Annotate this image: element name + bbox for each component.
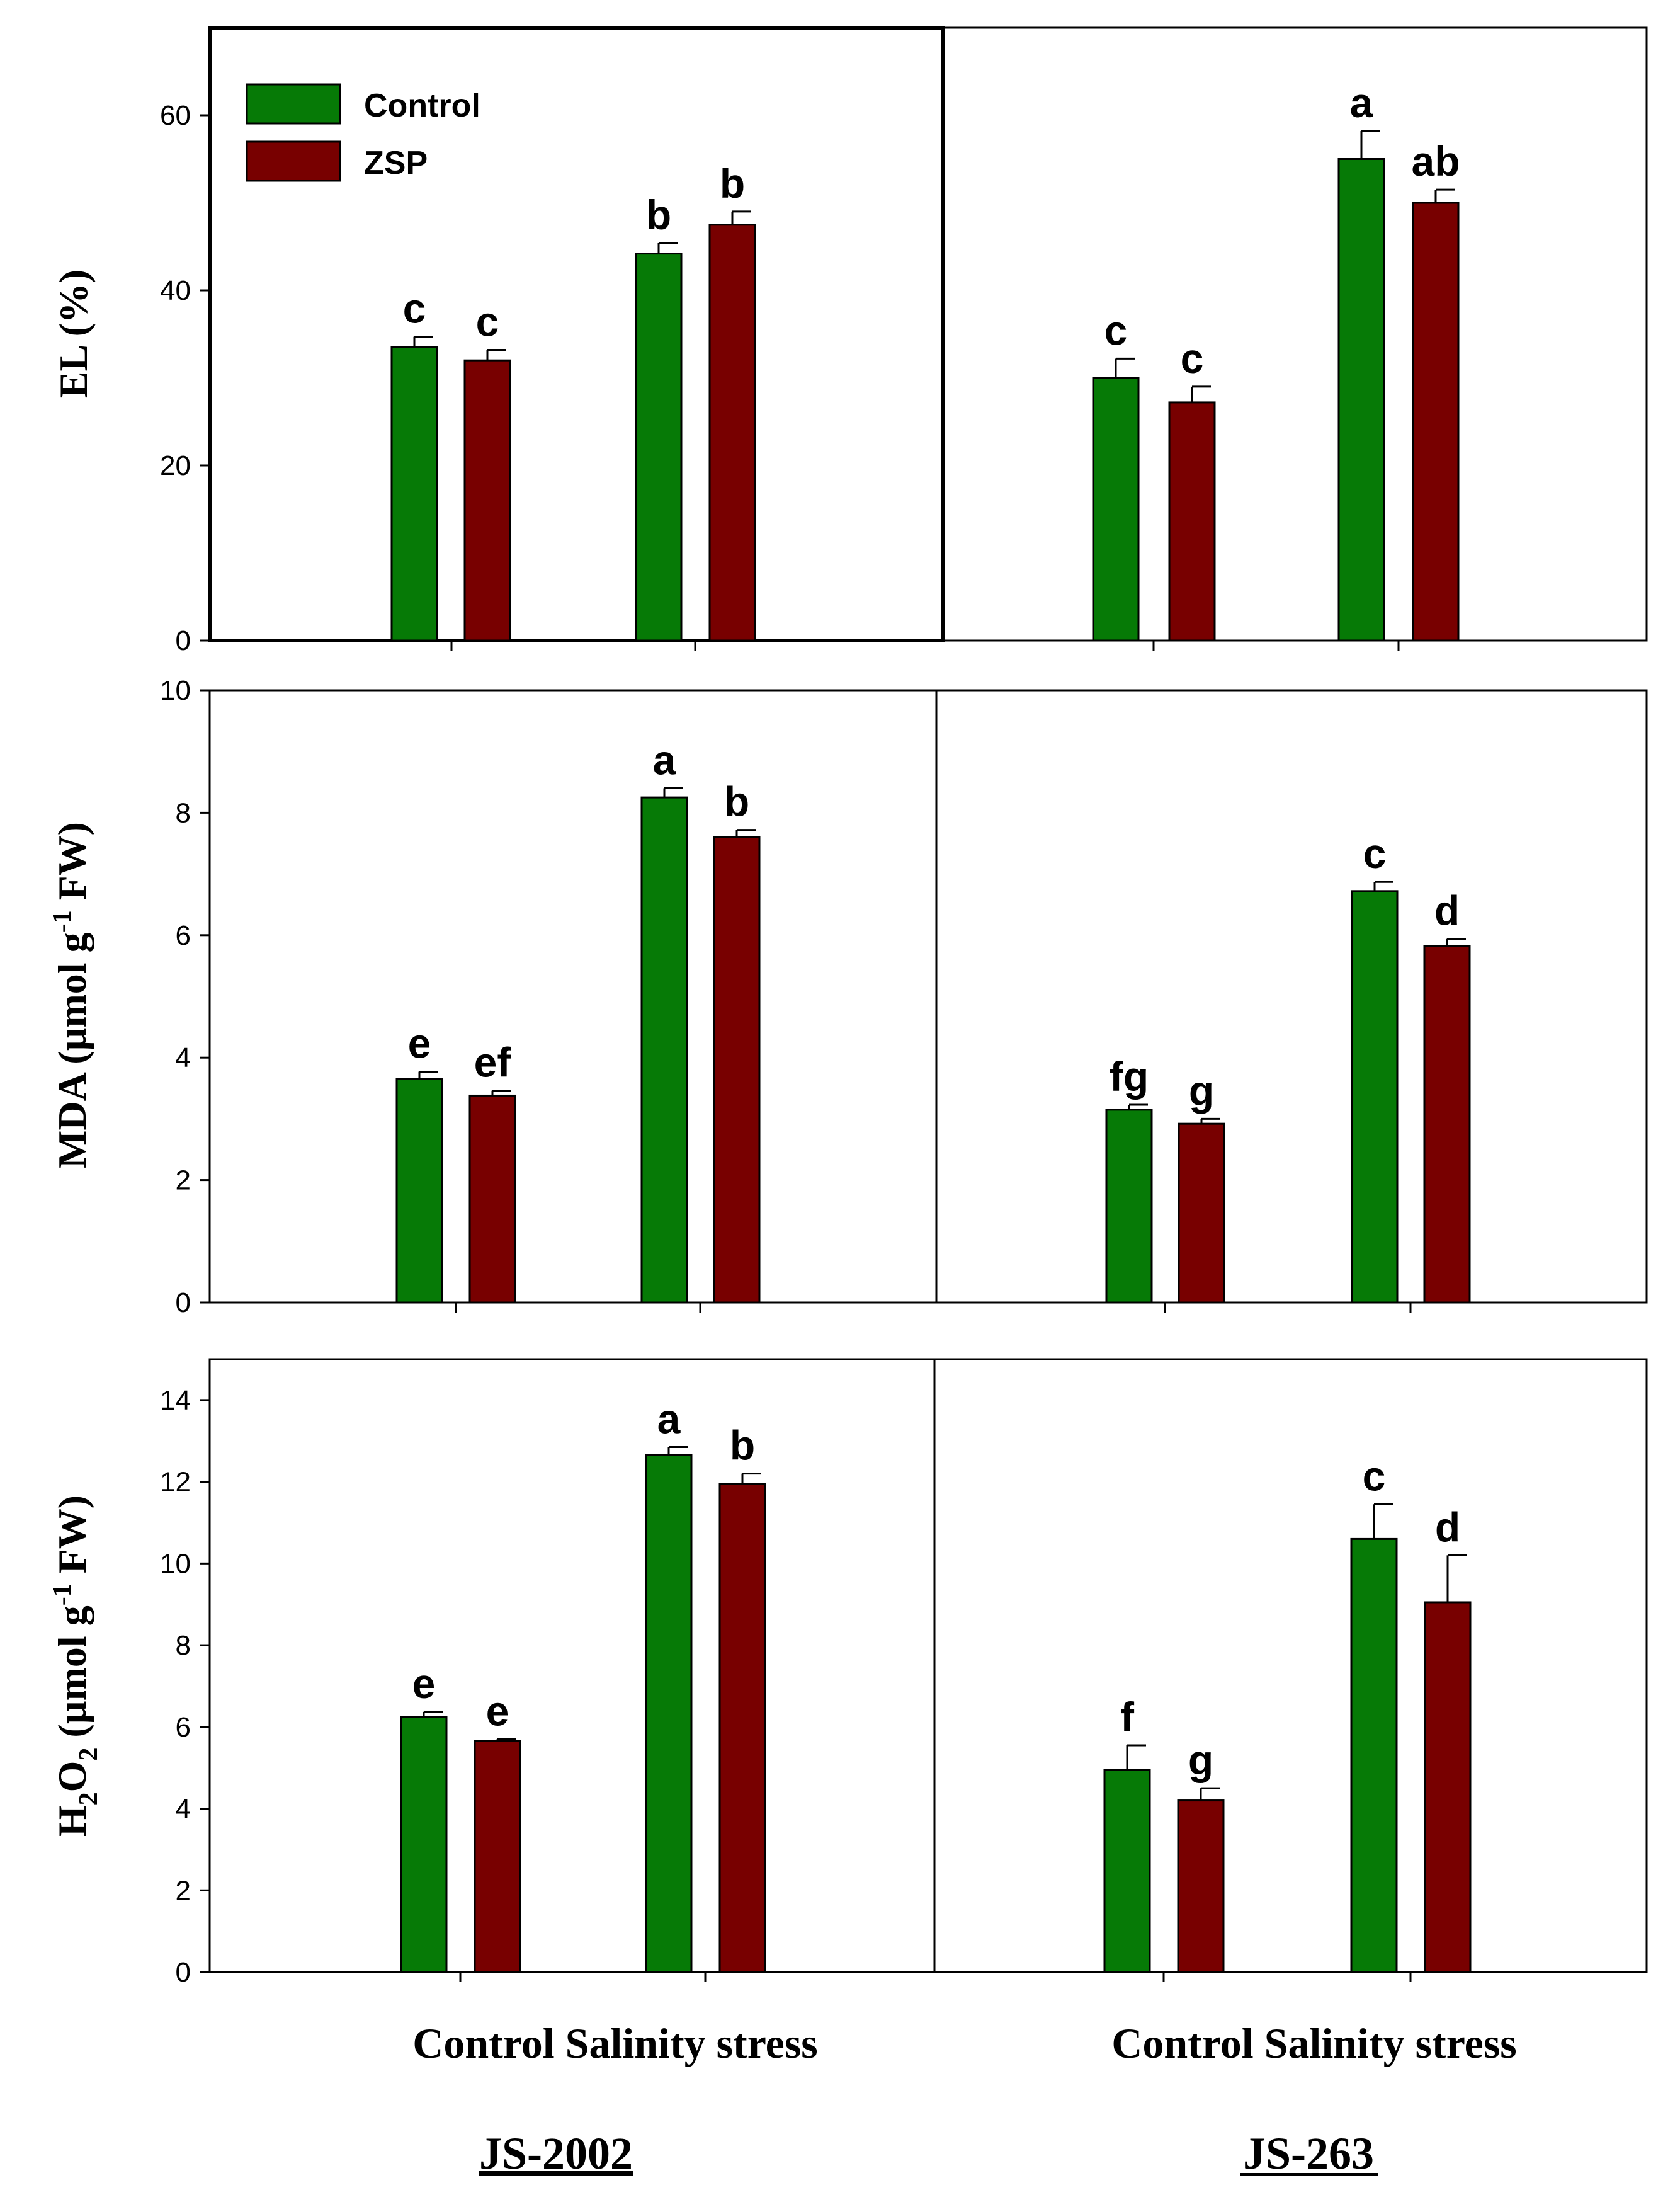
h2o2-ytick-label: 0 xyxy=(176,1957,191,1988)
mda-ylabel-text: MDA (µmol g xyxy=(50,932,94,1168)
h2o2-sig-letter-control: e xyxy=(412,1660,436,1707)
mda-sig-letter-control: c xyxy=(1363,830,1387,877)
el-ytick-label: 60 xyxy=(160,100,191,131)
el-bar-control xyxy=(635,253,683,642)
mda-ytick-label: 8 xyxy=(176,797,191,828)
el-sig-letter-zsp: c xyxy=(1181,335,1204,382)
el-sig-letter-zsp: b xyxy=(720,160,745,207)
h2o2-ytick-label: 2 xyxy=(176,1875,191,1906)
panel-h2o2: 0 2 4 6 8 10 12 14 e a f c e b g d H2O2 (µmol g-1 FW) xyxy=(48,1358,1648,1988)
h2o2-ytick-label: 14 xyxy=(160,1385,191,1416)
h2o2-bar-control xyxy=(400,1716,448,1973)
h2o2-ytick-label: 12 xyxy=(160,1467,191,1498)
el-bar-control xyxy=(390,346,438,642)
cultivar-right-label: JS-263 xyxy=(1243,2128,1374,2179)
h2o2-sig-letter-zsp: e xyxy=(486,1687,509,1734)
el-sig-letter-zsp: ab xyxy=(1411,138,1460,185)
h2o2-ytick-label: 8 xyxy=(176,1630,191,1661)
svg-text:H2O2 (µmol g-1 FW): H2O2 (µmol g-1 FW) xyxy=(48,1495,103,1837)
x-categories-right: Control Salinity stress xyxy=(1111,2019,1517,2067)
panel-el-plot: 0 20 40 60 c b c a c b c ab xyxy=(160,79,1460,656)
legend: Control ZSP xyxy=(246,83,480,182)
h2o2-sig-letter-zsp: d xyxy=(1435,1503,1460,1550)
el-sig-letter-control: b xyxy=(646,191,671,238)
h2o2-bar-zsp xyxy=(1424,1601,1472,1973)
el-bar-zsp xyxy=(463,359,511,642)
el-bar-zsp xyxy=(708,224,756,642)
panel-mda-frame xyxy=(208,689,1648,1304)
h2o2-ytick-label: 6 xyxy=(176,1712,191,1743)
el-sig-letter-control: c xyxy=(403,285,426,332)
h2o2-bar-zsp xyxy=(1177,1799,1225,1973)
el-sig-letter-control: c xyxy=(1104,307,1128,353)
el-ytick-label: 0 xyxy=(176,625,191,656)
h2o2-sig-letter-zsp: b xyxy=(730,1422,755,1469)
mda-ytick-label: 2 xyxy=(176,1165,191,1196)
h2o2-ytick-label: 4 xyxy=(176,1794,191,1825)
h2o2-sig-letter-control: a xyxy=(657,1395,681,1442)
x-categories-left: Control Salinity stress xyxy=(412,2019,818,2067)
mda-ylabel: MDA (µmol g-1 FW) xyxy=(48,822,94,1168)
mda-sig-letter-control: a xyxy=(653,737,677,784)
mda-bar-control xyxy=(1351,890,1399,1304)
panel-h2o2-frame xyxy=(208,1358,1648,1973)
h2o2-bar-control xyxy=(1350,1537,1398,1973)
legend-zsp-label: ZSP xyxy=(364,145,428,181)
mda-ytick-label: 4 xyxy=(176,1042,191,1073)
legend-control-label: Control xyxy=(364,88,480,124)
el-bar-zsp xyxy=(1168,401,1216,642)
mda-sig-letter-zsp: b xyxy=(724,778,749,825)
mda-sig-letter-control: e xyxy=(408,1020,431,1067)
h2o2-sig-letter-control: f xyxy=(1120,1694,1135,1740)
mda-bar-zsp xyxy=(1423,945,1471,1304)
el-bar-zsp xyxy=(1412,202,1460,642)
h2o2-bar-control xyxy=(1103,1769,1151,1973)
panel-h2o2-plot: 0 2 4 6 8 10 12 14 e a f c e b g d xyxy=(160,1385,1472,1988)
mda-sig-letter-zsp: g xyxy=(1189,1067,1214,1114)
mda-ytick-label: 10 xyxy=(160,675,191,706)
mda-sig-letter-zsp: ef xyxy=(474,1039,512,1086)
h2o2-bar-zsp xyxy=(474,1740,521,1973)
h2o2-ylabel: H2O2 (µmol g-1 FW) xyxy=(48,1495,103,1837)
el-bar-control xyxy=(1337,158,1385,642)
mda-bar-zsp xyxy=(1178,1122,1225,1304)
legend-control-swatch xyxy=(246,83,341,125)
h2o2-sig-letter-control: c xyxy=(1363,1452,1386,1499)
h2o2-ytick-label: 10 xyxy=(160,1548,191,1579)
h2o2-bar-control xyxy=(645,1454,693,1973)
mda-bar-zsp xyxy=(713,836,761,1304)
mda-sig-letter-control: fg xyxy=(1110,1053,1149,1100)
cultivar-left-label: JS-2002 xyxy=(479,2128,633,2179)
legend-zsp-swatch xyxy=(246,140,341,182)
mda-bar-control xyxy=(395,1078,443,1304)
mda-bar-zsp xyxy=(468,1094,516,1304)
panel-el: 0 20 40 60 c b c a c b c ab Control ZSP EL (%) xyxy=(51,26,1648,656)
el-ytick-label: 40 xyxy=(160,275,191,306)
mda-bar-control xyxy=(1105,1109,1153,1304)
panel-mda-plot: 0 2 4 6 8 10 e a fg c ef b g d xyxy=(160,675,1471,1318)
svg-text:MDA (µmol g-1 FW): MDA (µmol g-1 FW) xyxy=(48,822,94,1168)
mda-bar-control xyxy=(640,796,688,1304)
h2o2-bar-zsp xyxy=(718,1483,766,1973)
mda-sig-letter-zsp: d xyxy=(1434,887,1460,934)
h2o2-sig-letter-zsp: g xyxy=(1188,1737,1213,1783)
el-sig-letter-zsp: c xyxy=(476,299,499,345)
el-ylabel: EL (%) xyxy=(51,270,96,398)
mda-ytick-label: 0 xyxy=(176,1287,191,1318)
el-ytick-label: 20 xyxy=(160,450,191,481)
el-sig-letter-control: a xyxy=(1350,79,1374,126)
panel-mda: 0 2 4 6 8 10 e a fg c ef b g d MDA (µmol g-1 FW) xyxy=(48,675,1648,1318)
mda-ytick-label: 6 xyxy=(176,920,191,951)
el-bar-control xyxy=(1092,377,1140,642)
